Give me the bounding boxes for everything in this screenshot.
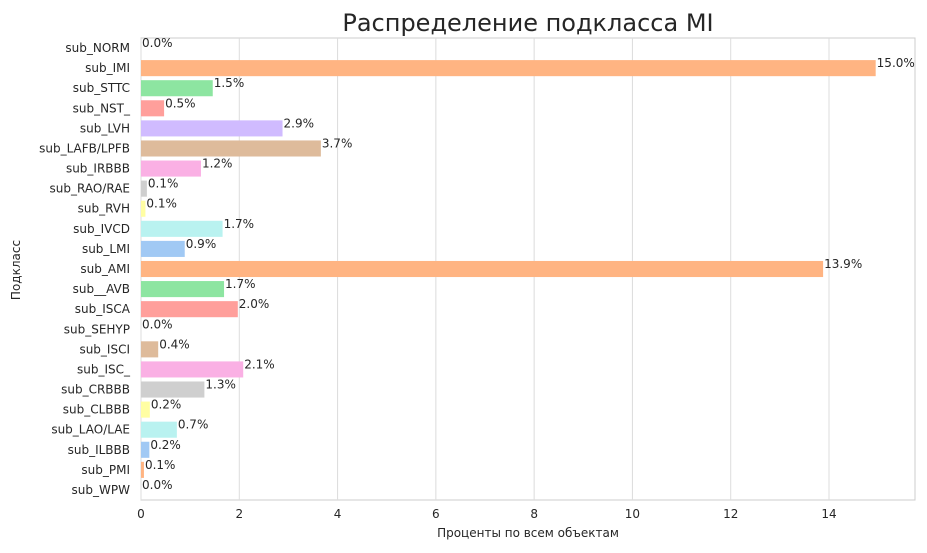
bar [141, 361, 244, 378]
value-label: 0.4% [159, 337, 190, 351]
bar [141, 140, 321, 157]
y-tick-label: sub_ILBBB [68, 443, 130, 457]
x-tick-label: 2 [235, 507, 243, 521]
y-tick-label: sub_IMI [85, 61, 130, 75]
x-axis-label: Проценты по всем объектам [437, 526, 619, 540]
value-label: 1.7% [225, 277, 256, 291]
y-tick-label: sub_LVH [80, 121, 130, 135]
bar [141, 301, 238, 318]
value-label: 0.1% [145, 458, 176, 472]
y-tick-label: sub_IRBBB [66, 162, 130, 176]
bar [141, 180, 147, 197]
x-tick-label: 10 [625, 507, 640, 521]
y-axis-label: Подкласс [9, 240, 23, 300]
bar [141, 160, 201, 177]
bar [141, 240, 185, 257]
value-label: 0.0% [142, 36, 173, 50]
bar [141, 120, 283, 137]
y-tick-label: sub_CLBBB [63, 403, 130, 417]
bar [141, 80, 213, 97]
y-tick-label: sub_LAO/LAE [51, 423, 130, 437]
x-tick-label: 6 [432, 507, 440, 521]
y-tick-label: sub_SEHYP [64, 322, 130, 336]
bar [141, 421, 177, 438]
bar [141, 220, 223, 237]
x-tick-label: 14 [821, 507, 836, 521]
value-label: 0.1% [146, 197, 177, 211]
value-label: 2.0% [239, 297, 270, 311]
value-label: 0.5% [165, 96, 196, 110]
chart-title: Распределение подкласса MI [342, 9, 713, 37]
bar [141, 260, 824, 278]
value-label: 1.2% [202, 157, 233, 171]
value-label: 0.7% [178, 418, 209, 432]
value-label: 0.9% [186, 237, 217, 251]
bar [141, 281, 225, 298]
y-tick-label: sub_STTC [73, 81, 130, 95]
value-label: 1.3% [205, 378, 236, 392]
bar [141, 401, 150, 418]
y-tick-label: sub_RAO/RAE [50, 182, 130, 196]
value-label: 2.1% [244, 357, 275, 371]
value-labels: 0.0% 15.0% 1.5% 0.5% 2.9% 3.7% 1.2% 0.1% 0.1% 1.7… [142, 36, 915, 492]
x-tick-label: 12 [723, 507, 738, 521]
value-label: 2.9% [284, 116, 315, 130]
x-tick-label: 4 [334, 507, 342, 521]
y-tick-label: sub_LAFB/LPFB [39, 141, 130, 155]
bar [141, 60, 876, 77]
bar [141, 200, 146, 217]
y-tick-label: sub_IVCD [73, 222, 130, 236]
y-tick-label: sub_AMI [80, 262, 130, 276]
value-label: 1.5% [214, 76, 245, 90]
x-tick-label: 0 [137, 507, 145, 521]
bar [141, 441, 150, 458]
y-tick-label: sub_NORM [65, 41, 130, 55]
bar [141, 100, 165, 117]
value-label: 15.0% [877, 56, 915, 70]
y-tick-label: sub_CRBBB [61, 383, 130, 397]
x-tick-label: 8 [530, 507, 538, 521]
y-tick-label: sub__AVB [73, 282, 130, 296]
value-label: 13.9% [824, 257, 862, 271]
value-label: 3.7% [322, 136, 353, 150]
x-tick-labels: 0 2 4 6 8 10 12 14 [137, 507, 836, 521]
value-label: 0.2% [151, 398, 182, 412]
y-tick-label: sub_ISCA [75, 302, 131, 316]
value-label: 0.0% [142, 317, 173, 331]
value-label: 1.7% [224, 217, 255, 231]
y-tick-label: sub_PMI [81, 463, 130, 477]
y-tick-label: sub_RVH [78, 202, 130, 216]
y-tick-label: sub_WPW [72, 483, 131, 497]
bar [141, 461, 144, 478]
bar [141, 341, 159, 358]
value-label: 0.1% [148, 177, 179, 191]
y-tick-label: sub_NST_ [73, 101, 131, 115]
bar [141, 381, 205, 398]
y-tick-label: sub_ISCI [79, 342, 130, 356]
y-tick-label: sub_LMI [82, 242, 130, 256]
value-label: 0.0% [142, 478, 173, 492]
y-tick-labels: sub_NORM sub_IMI sub_STTC sub_NST_ sub_LVHsu… [39, 41, 131, 497]
value-label: 0.2% [150, 438, 181, 452]
bars [141, 60, 876, 478]
y-tick-label: sub_ISC_ [77, 362, 131, 376]
